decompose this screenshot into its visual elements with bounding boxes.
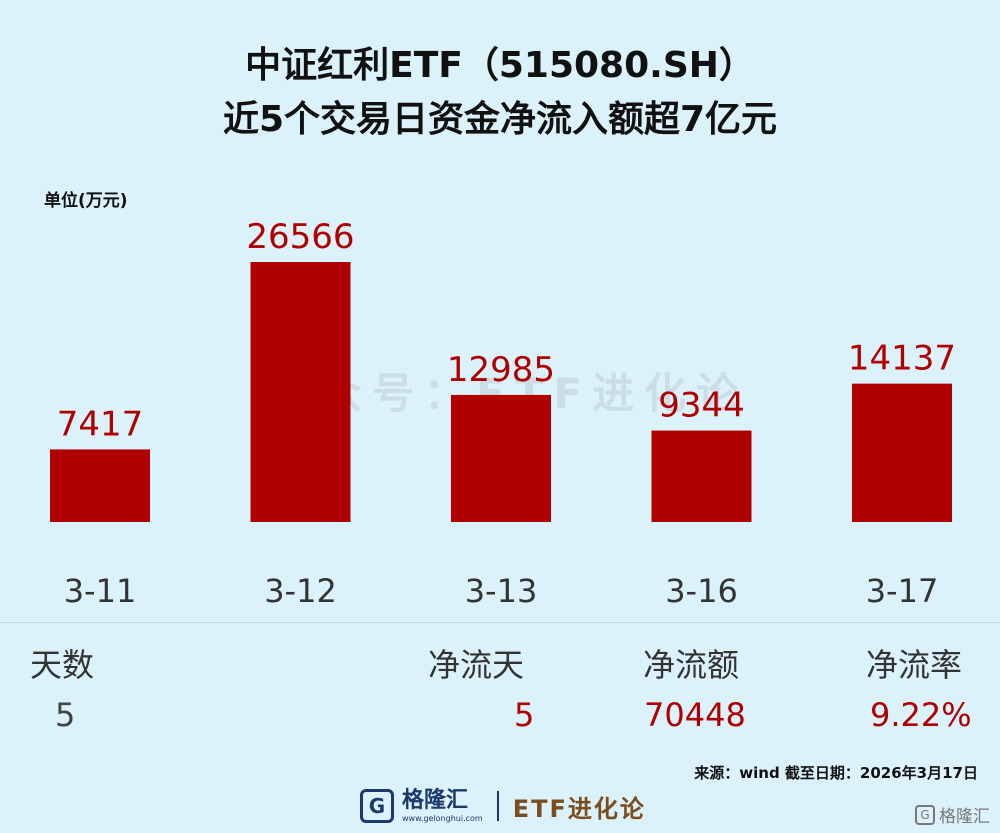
days-value: 5 (55, 696, 76, 734)
bar-chart: 7417 3-11 26566 3-12 12985 3-13 9344 3-16 14137 3… (50, 217, 956, 610)
category-label-3-11: 3-11 (64, 572, 137, 610)
brand-name-block: 格隆汇 www.gelonghui.com (402, 787, 483, 823)
source-note: 来源：wind 截至日期：2026年3月17日 (694, 764, 978, 782)
category-label-3-16: 3-16 (665, 572, 738, 610)
inflow-days-value: 5 (514, 696, 535, 734)
net-rate-value: 9.22% (870, 696, 972, 734)
value-label-3-12: 26566 (246, 217, 354, 257)
category-label-3-12: 3-12 (264, 572, 337, 610)
bar-3-13 (451, 394, 551, 522)
value-label-3-13: 12985 (447, 350, 555, 390)
corner-name: 格隆汇 (939, 807, 990, 827)
net-flow-label: 净流额 (643, 646, 740, 684)
value-label-3-17: 14137 (848, 339, 956, 379)
brand-etf-name: ETF进化论 (512, 794, 646, 823)
value-label-3-11: 7417 (57, 404, 144, 444)
chart-title-line-1: 中证红利ETF（515080.SH） (245, 45, 755, 86)
bar-3-12 (250, 262, 351, 522)
unit-label: 单位(万元) (44, 191, 128, 211)
bar-3-11 (50, 449, 150, 522)
brand-name: 格隆汇 (402, 787, 469, 813)
corner-watermark: G 格隆汇 (915, 802, 990, 827)
brand-footer: G 格隆汇 www.gelonghui.com ETF进化论 (360, 786, 646, 826)
category-label-3-17: 3-17 (866, 572, 939, 610)
value-label-3-16: 9344 (658, 386, 745, 426)
category-label-3-13: 3-13 (465, 572, 538, 610)
inflow-days-label: 净流天 (428, 646, 525, 684)
divider (0, 622, 1000, 623)
bar-3-16 (651, 430, 752, 522)
days-label: 天数 (30, 646, 95, 684)
net-rate-label: 净流率 (866, 646, 963, 684)
bar-3-17 (852, 383, 952, 522)
net-flow-value: 70448 (644, 696, 746, 734)
corner-logo-icon: G (915, 804, 935, 825)
chart-title-line-2: 近5个交易日资金净流入额超7亿元 (222, 99, 778, 140)
brand-separator (496, 791, 499, 821)
gelonghui-logo-icon: G (360, 789, 394, 823)
brand-url: www.gelonghui.com (402, 813, 483, 823)
